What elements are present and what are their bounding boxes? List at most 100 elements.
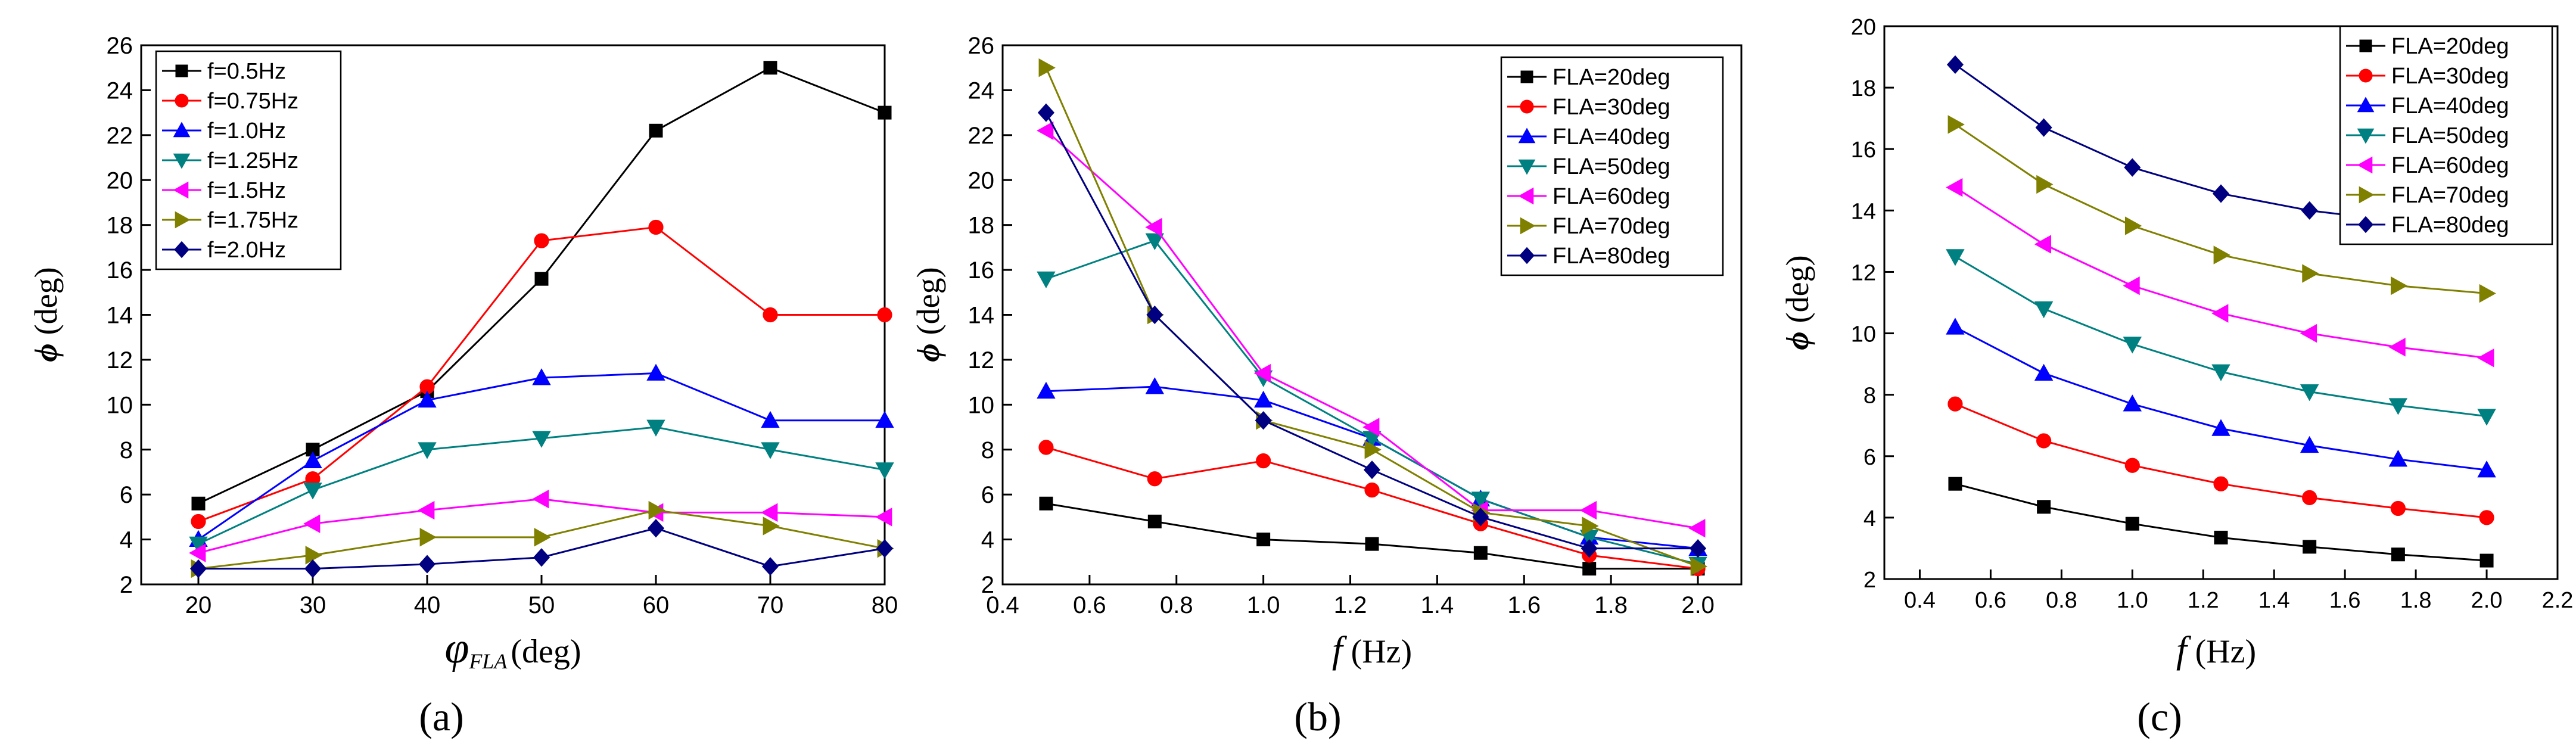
y-axis-title: ϕ (deg) [1779,255,1815,350]
legend-marker [174,241,189,259]
data-point [646,419,665,437]
data-point [877,307,892,323]
x-tick-label: 30 [300,592,326,618]
y-tick-label: 24 [107,77,133,104]
data-point [418,390,437,408]
data-point [2123,276,2140,295]
legend-entry: f=0.5Hz [162,59,286,84]
legend-entry: FLA=40deg [2346,94,2509,119]
y-tick-label: 26 [968,33,995,59]
legend-entry: f=2.0Hz [162,238,286,263]
data-point [2391,547,2405,562]
legend: f=0.5Hz f=0.75Hz f=1.0Hz f=1.25Hz f=1.5Hz f=1… [155,50,342,270]
legend-label: f=2.0Hz [207,238,286,263]
series-FLA=20deg [1948,477,2494,568]
x-tick-label: 1.4 [1421,592,1454,618]
legend-entry: f=0.75Hz [162,89,298,114]
y-axis-title: ϕ (deg) [28,267,64,362]
data-point [2388,450,2408,467]
data-point [1582,516,1599,536]
data-point [189,543,206,562]
x-tick-label: 2.2 [2542,588,2574,613]
x-tick-label: 0.4 [1904,588,1936,613]
x-tick-label: 1.4 [2258,588,2290,613]
panel-label: (a) [419,694,463,739]
data-point [2302,490,2317,505]
y-tick-label: 16 [968,257,995,284]
y-tick-label: 18 [1851,76,1876,101]
y-tick-label: 18 [968,213,995,239]
data-point [1037,381,1056,399]
data-point [1362,418,1380,437]
legend-entry: FLA=20deg [1507,65,1670,90]
legend-label: FLA=80deg [1553,244,1670,269]
legend-entry: FLA=80deg [1507,244,1670,269]
x-tick-label: 0.4 [986,592,1019,618]
x-axis-symbol: φ [444,624,469,673]
data-point [2479,510,2494,525]
data-point [534,528,551,547]
x-tick-label: 1.8 [2400,588,2432,613]
data-point [2034,301,2054,319]
y-tick-label: 14 [968,303,995,329]
data-point [1145,233,1164,250]
data-point [1946,249,1965,266]
legend-marker [2358,216,2373,234]
y-axis-unit: (deg) [1779,255,1815,323]
y-tick-label: 20 [1851,15,1876,40]
y-tick-label: 8 [1863,384,1876,409]
plot-frame [1883,25,2559,580]
data-point [2036,175,2054,194]
legend-label: FLA=40deg [2391,94,2509,119]
x-tick-label: 2.0 [1681,592,1715,618]
data-point [2300,435,2319,453]
data-point [2477,348,2494,368]
data-point [876,539,894,558]
legend-label: f=1.5Hz [207,178,286,203]
data-point [532,368,551,385]
y-tick-label: 12 [107,347,133,374]
series-f=2.0Hz [189,519,894,578]
data-point [1690,557,1707,576]
legend-label: FLA=80deg [2391,213,2509,238]
legend-label: FLA=60deg [2391,153,2509,178]
y-tick-label: 10 [107,392,133,418]
data-point [2211,419,2230,436]
data-point [1363,460,1381,480]
legend-entry: f=1.0Hz [162,119,286,144]
legend-entry: FLA=80deg [2346,213,2509,238]
x-tick-label: 0.6 [1975,588,2006,613]
chart-panel-c: 0.4 0.6 0.8 1.0 1.2 1.4 1.6 1.8 2.0 2.2 2 4 6 8 10 12 14… [1779,15,2573,739]
legend-marker [2359,39,2372,52]
x-tick-label: 1.6 [1507,592,1541,618]
data-point [761,557,779,576]
legend-marker [173,181,189,199]
data-point [1037,103,1054,122]
data-point [1946,178,1963,197]
data-point [2036,433,2052,449]
y-axis-unit: (deg) [28,267,64,335]
legend-entry: FLA=40deg [1507,125,1670,150]
data-point [763,61,777,75]
legend-entry: f=1.25Hz [162,148,298,173]
x-axis-title: φFLA (deg) [444,624,581,673]
y-tick-label: 6 [981,482,994,508]
data-point [1146,305,1163,325]
data-point [2124,158,2141,177]
data-point [2124,458,2140,473]
data-point [1581,539,1598,558]
series-FLA=60deg [1946,178,2494,368]
y-tick-label: 22 [107,123,133,149]
legend-marker [2359,69,2373,83]
data-point [1364,483,1380,498]
y-axis-unit: (deg) [910,267,946,335]
y-axis-symbol: ϕ [910,343,946,362]
legend-label: FLA=50deg [1553,154,1670,179]
data-point [1039,496,1053,511]
data-point [1946,318,1965,335]
legend: FLA=20deg FLA=30deg FLA=40deg FLA=50deg FLA=… [2339,25,2553,245]
data-point [761,503,778,522]
data-point [2388,398,2408,415]
data-point [875,410,894,428]
